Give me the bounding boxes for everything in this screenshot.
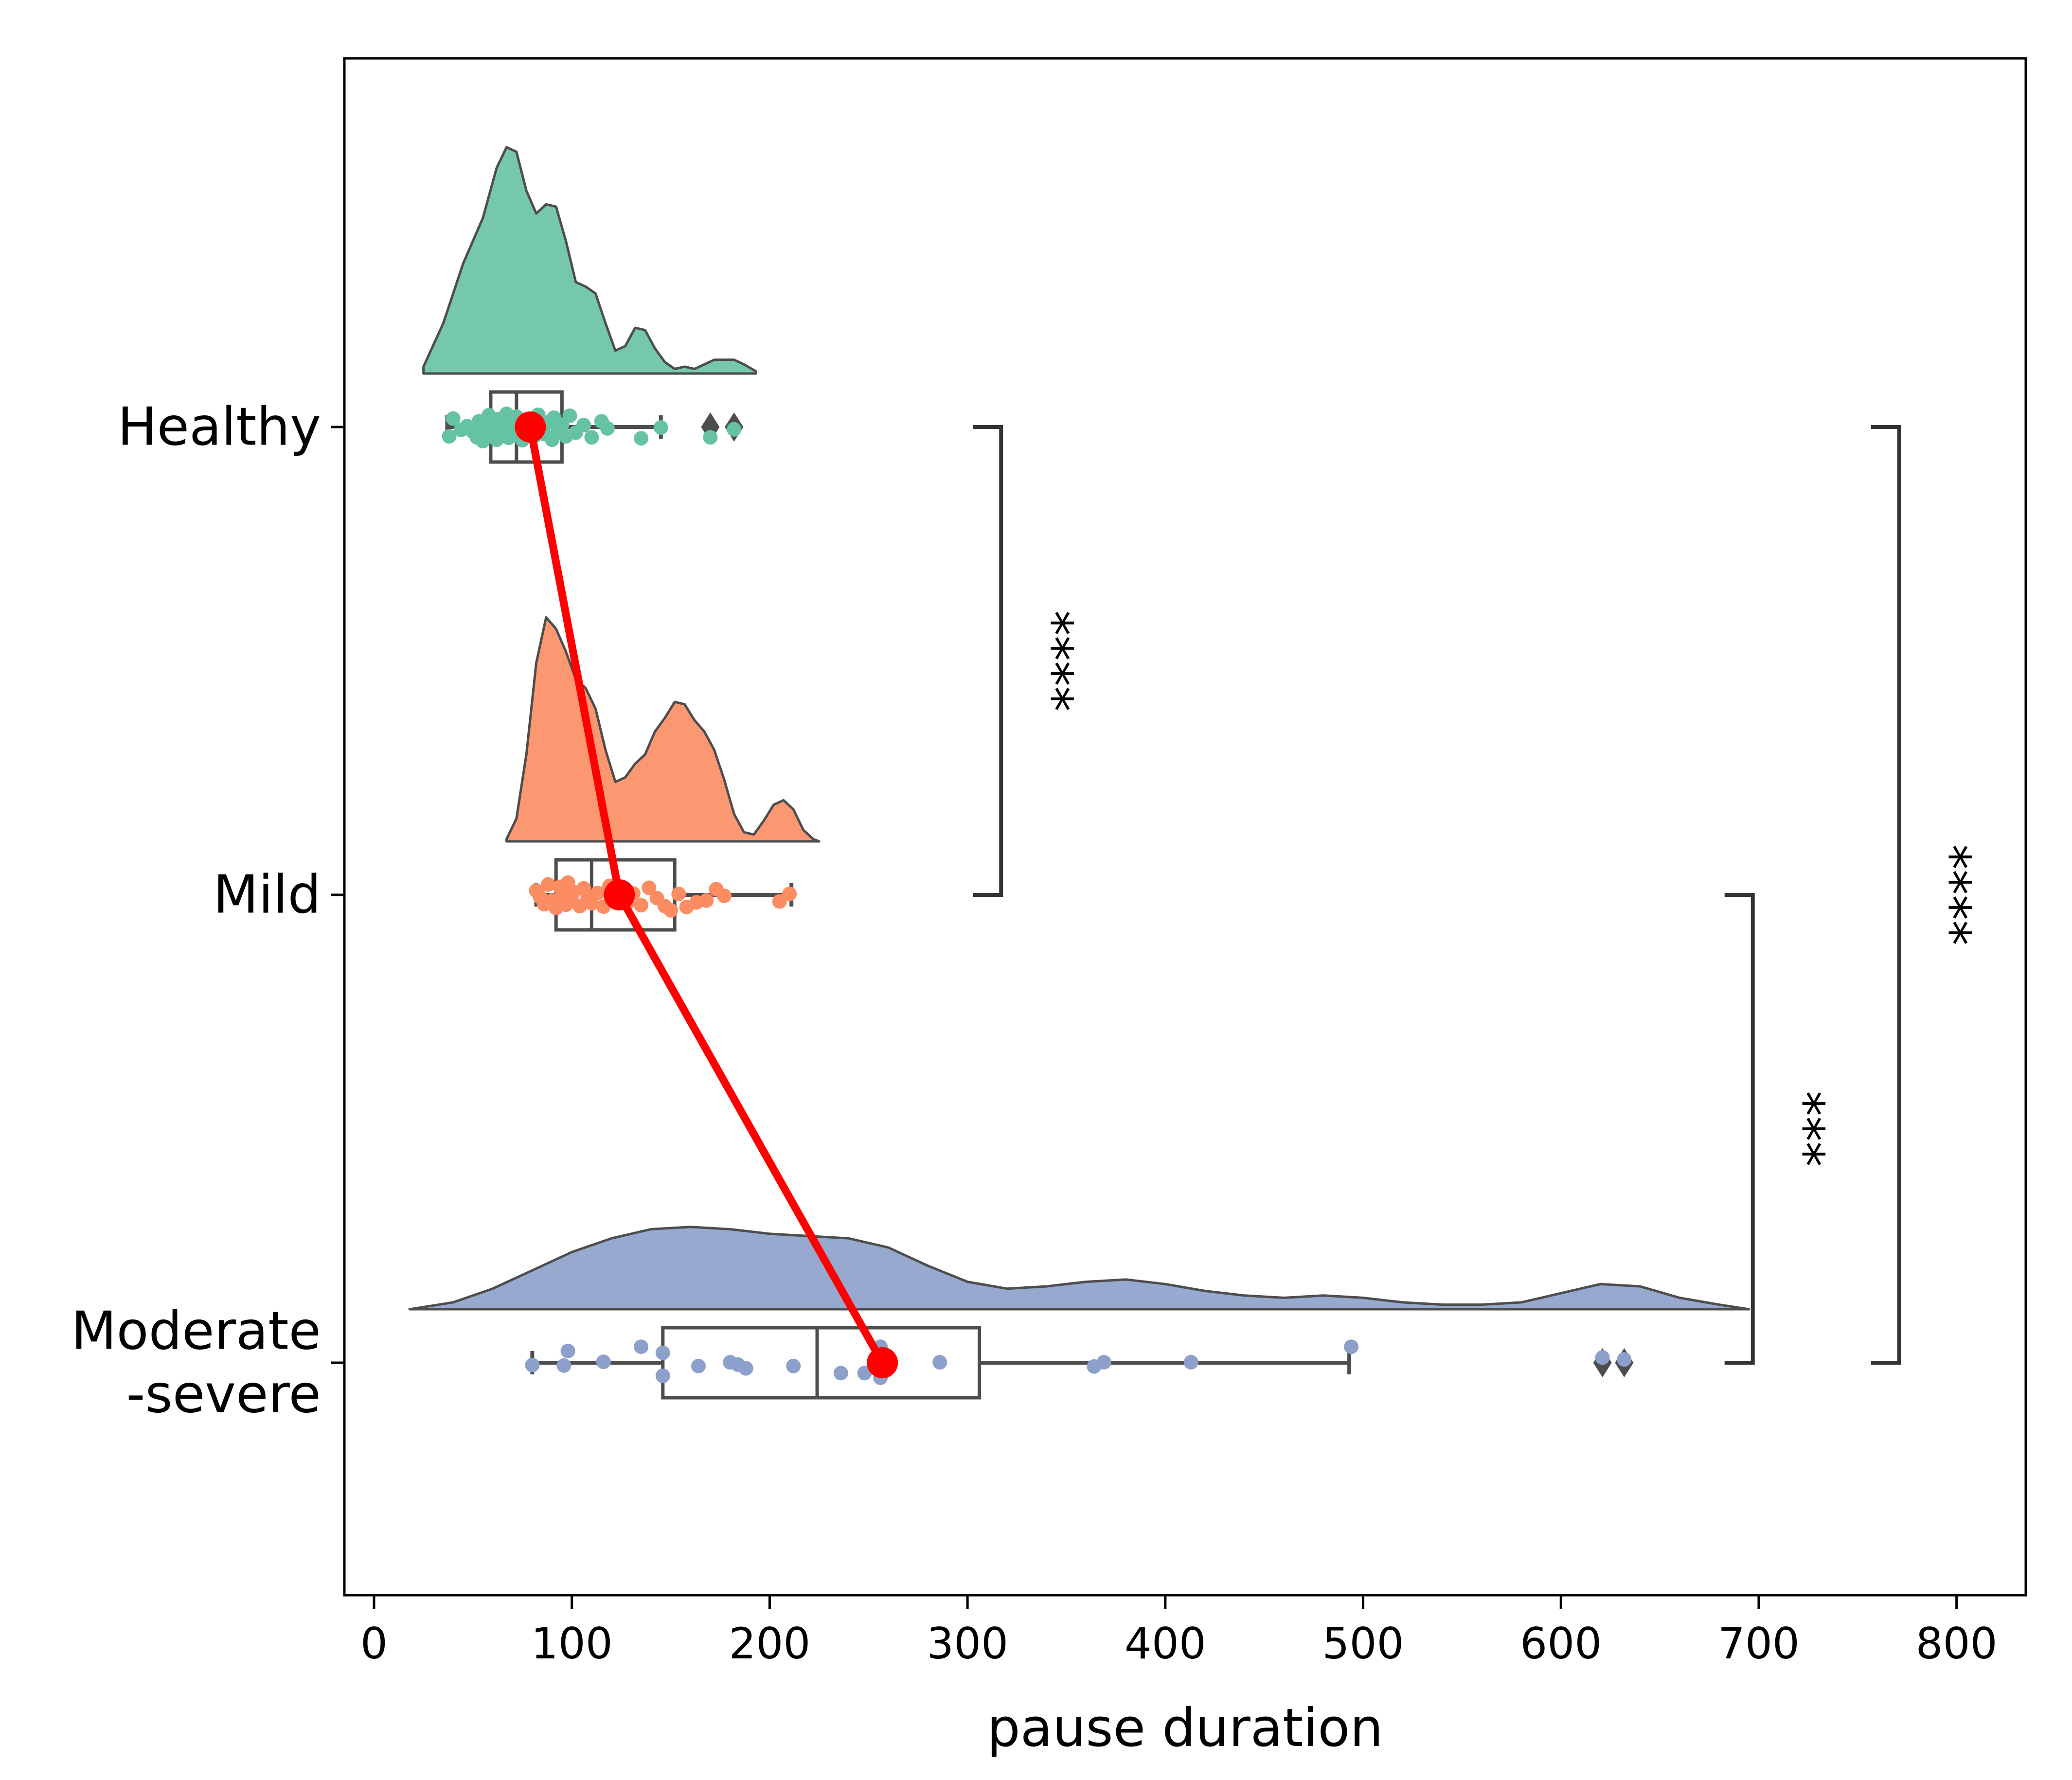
significance-label-1: *** [1776, 1091, 1835, 1167]
data-point [1595, 1350, 1610, 1365]
data-point [655, 1345, 670, 1360]
x-tick-label: 800 [1916, 1619, 1998, 1669]
data-point [560, 1343, 575, 1358]
data-point [671, 887, 686, 902]
y-category-label: Healthy [117, 397, 321, 458]
data-point [738, 1361, 753, 1376]
density-cloud-0 [422, 146, 757, 375]
x-tick-label: 100 [531, 1619, 613, 1669]
data-point [634, 1339, 649, 1354]
axes: 0 100 200 300 400 500 600 700 800 Healthy Mild Mode… [71, 397, 1997, 1669]
x-tick-label: 400 [1125, 1619, 1206, 1669]
density-cloud-1 [505, 616, 821, 843]
y-category-label: -severe [126, 1364, 321, 1425]
significance-bracket-0 [973, 425, 1003, 897]
data-point [634, 431, 649, 446]
data-point [442, 429, 457, 444]
significance-label-2: **** [1922, 844, 1982, 945]
data-point [540, 877, 555, 892]
data-point [703, 430, 718, 445]
data-point [782, 887, 797, 902]
data-point [590, 886, 605, 901]
data-point [584, 430, 599, 445]
x-tick-label: 200 [729, 1619, 810, 1669]
mean-marker [867, 1347, 898, 1378]
y-category-label: Mild [213, 865, 321, 926]
density-clouds [408, 146, 1750, 1311]
data-point [772, 894, 787, 909]
data-point [446, 411, 461, 426]
data-point [699, 893, 714, 908]
mean-line-layer [515, 411, 898, 1378]
data-point [653, 420, 668, 435]
iqr-box [661, 1326, 982, 1400]
data-point [663, 903, 679, 918]
data-point [932, 1355, 947, 1370]
density-cloud-2 [408, 1226, 1750, 1311]
data-point [1344, 1339, 1359, 1354]
mean-marker [604, 879, 635, 910]
data-point [833, 1366, 848, 1381]
data-point [576, 418, 591, 433]
x-tick-label: 300 [927, 1619, 1008, 1669]
data-point [655, 1369, 670, 1383]
data-point [525, 1357, 540, 1372]
x-tick-label: 0 [360, 1619, 388, 1669]
x-tick-label: 600 [1520, 1619, 1602, 1669]
data-point [642, 880, 657, 895]
y-category-label: Moderate [71, 1301, 321, 1362]
data-point [562, 408, 577, 423]
significance-label-0: **** [1024, 610, 1083, 712]
data-point [634, 898, 649, 913]
data-point [1096, 1355, 1111, 1370]
x-axis-title: pause duration [987, 1698, 1383, 1759]
plot-frame [343, 57, 2027, 1597]
mean-marker [515, 411, 546, 443]
data-point [857, 1366, 872, 1381]
data-point [596, 1354, 611, 1370]
data-point [727, 422, 742, 437]
x-tick-label: 700 [1718, 1619, 1800, 1669]
data-point [1617, 1352, 1632, 1367]
data-point [1183, 1355, 1198, 1370]
significance-bracket-1 [1724, 893, 1755, 1365]
data-point [691, 1358, 706, 1373]
data-point [716, 888, 732, 903]
significance-bracket-2 [1871, 425, 1901, 1365]
data-point [556, 1358, 572, 1373]
data-point [786, 1358, 801, 1373]
x-tick-label: 500 [1322, 1619, 1404, 1669]
significance-brackets: *********** [973, 425, 1982, 1365]
data-point [600, 421, 615, 436]
